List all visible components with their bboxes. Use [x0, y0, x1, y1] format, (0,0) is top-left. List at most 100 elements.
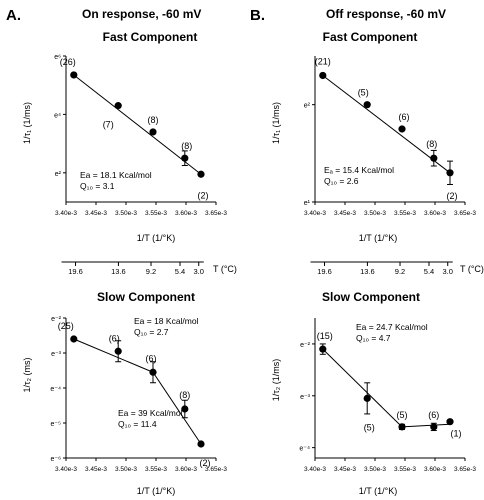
chart-title: Slow Component: [322, 290, 420, 304]
temperature-tick-label: 3.0: [443, 267, 453, 276]
fit-line: [322, 75, 451, 174]
n-label: (1): [451, 429, 462, 439]
data-point: [446, 418, 454, 426]
x-tick-label: 3.45e-3: [334, 210, 356, 217]
x-tick-label: 3.50e-3: [364, 210, 386, 217]
y-tick-label: e⁻²: [300, 342, 311, 349]
temperature-tick-label: 5.4: [175, 267, 185, 276]
chart-on-fast: Fast Component 1/T (1/°K) 1/τ₁ (1/ms) 3.…: [22, 30, 227, 243]
data-point: [181, 154, 189, 162]
x-tick-label: 3.45e-3: [85, 210, 107, 217]
temperature-tick-label: 19.6: [317, 267, 332, 276]
n-label: (8): [181, 141, 192, 151]
temperature-tick-label: 3.0: [194, 267, 204, 276]
data-point: [70, 71, 78, 79]
n-label: (5): [397, 410, 408, 420]
y-tick-label: e⁻²: [51, 316, 62, 323]
temperature-axis-label: T (°C): [460, 264, 484, 274]
x-tick-label: 3.40e-3: [55, 466, 77, 473]
data-point: [114, 102, 122, 110]
n-label: (8): [148, 115, 159, 125]
y-axis-label: 1/τ₁ (1/ms): [22, 102, 32, 144]
x-tick-label: 3.60e-3: [424, 210, 446, 217]
x-tick-label: 3.65e-3: [454, 466, 476, 473]
data-point: [149, 368, 157, 376]
annotation-text: Ea = 18 Kcal/mol: [134, 316, 199, 326]
y-tick-label: e²: [304, 103, 311, 110]
y-tick-label: e¹: [304, 200, 311, 207]
annotation-text: Q₁₀ = 3.1: [80, 181, 115, 191]
temperature-axis-label: T (°C): [213, 264, 237, 274]
temperature-tick-label: 13.6: [111, 267, 126, 276]
y-tick-label: e⁴: [54, 112, 61, 119]
panel-letter-a: A.: [6, 7, 21, 24]
annotation-text: Q₁₀ = 2.6: [324, 176, 359, 186]
y-tick-label: e⁻⁶: [51, 456, 62, 463]
annotation-text: Q₁₀ = 2.7: [134, 327, 169, 337]
temperature-tick-label: 9.2: [146, 267, 156, 276]
fit-line: [322, 348, 403, 428]
fit-line: [401, 423, 451, 428]
chart-off-slow: Slow Component 1/T (1/°K) 1/τ₂ (1/ms) 3.…: [271, 290, 476, 496]
n-label: (6): [109, 333, 120, 343]
n-label: (25): [58, 321, 74, 331]
data-point: [197, 170, 205, 178]
x-tick-label: 3.50e-3: [364, 466, 386, 473]
annotation-text: Ea = 18.1 Kcal/mol: [80, 170, 152, 180]
chart-title: Fast Component: [103, 30, 198, 44]
data-point: [319, 345, 327, 353]
temperature-axis-a: T (°C) 19.6 13.6 9.2 5.4 3.0: [61, 261, 237, 276]
x-tick-label: 3.45e-3: [334, 466, 356, 473]
x-tick-label: 3.40e-3: [304, 210, 326, 217]
data-point: [398, 423, 406, 431]
panel-title-a: On response, -60 mV: [82, 7, 201, 21]
x-axis-label: 1/T (1/°K): [137, 486, 175, 496]
n-label: (8): [426, 139, 437, 149]
n-label: (15): [317, 331, 333, 341]
n-label: (6): [428, 410, 439, 420]
x-tick-label: 3.55e-3: [394, 466, 416, 473]
x-tick-label: 3.40e-3: [55, 210, 77, 217]
chart-on-slow: Slow Component 1/T (1/°K) 1/τ₂ (ms) 3.40…: [22, 290, 227, 496]
chart-off-fast: Fast Component 1/T (1/°K) 1/τ₁ (1/ms) 3.…: [271, 30, 476, 243]
x-axis-label: 1/T (1/°K): [359, 486, 397, 496]
n-label: (2): [447, 191, 458, 201]
temperature-axis-b: T (°C) 19.6 13.6 9.2 5.4 3.0: [310, 261, 484, 276]
x-tick-label: 3.50e-3: [115, 210, 137, 217]
panel-letter-b: B.: [250, 7, 265, 24]
n-label: (2): [198, 190, 209, 200]
data-point: [363, 394, 371, 402]
temperature-tick-label: 19.6: [68, 267, 83, 276]
y-tick-label: e²: [55, 171, 62, 178]
fit-line: [73, 338, 154, 373]
x-tick-label: 3.60e-3: [424, 466, 446, 473]
n-label: (5): [358, 88, 369, 98]
data-point: [363, 101, 371, 109]
n-label: (7): [103, 120, 114, 130]
x-tick-label: 3.65e-3: [205, 466, 227, 473]
fit-line: [73, 74, 202, 175]
data-point: [181, 405, 189, 413]
x-tick-label: 3.65e-3: [454, 210, 476, 217]
annotation-text: Ea = 39 Kcal/mol: [118, 408, 183, 418]
y-axis-label: 1/τ₁ (1/ms): [271, 102, 281, 144]
n-label: (5): [364, 422, 375, 432]
y-tick-label: e⁻³: [51, 351, 62, 358]
annotation-text: Q₁₀ = 11.4: [118, 419, 157, 429]
x-tick-label: 3.60e-3: [175, 466, 197, 473]
annotation-text: Eₐ = 15.4 Kcal/mol: [324, 165, 394, 175]
chart-title: Fast Component: [323, 30, 418, 44]
n-label: (6): [146, 353, 157, 363]
x-tick-label: 3.50e-3: [115, 466, 137, 473]
n-label: (2): [200, 458, 211, 468]
x-tick-label: 3.40e-3: [304, 466, 326, 473]
data-point: [197, 440, 205, 448]
n-label: (26): [60, 57, 76, 67]
data-point: [398, 125, 406, 133]
n-label: (8): [179, 390, 190, 400]
data-point: [446, 169, 454, 177]
x-tick-label: 3.65e-3: [205, 210, 227, 217]
n-label: (21): [315, 56, 331, 66]
chart-title: Slow Component: [97, 290, 195, 304]
y-tick-label: e⁻⁵: [51, 421, 62, 428]
